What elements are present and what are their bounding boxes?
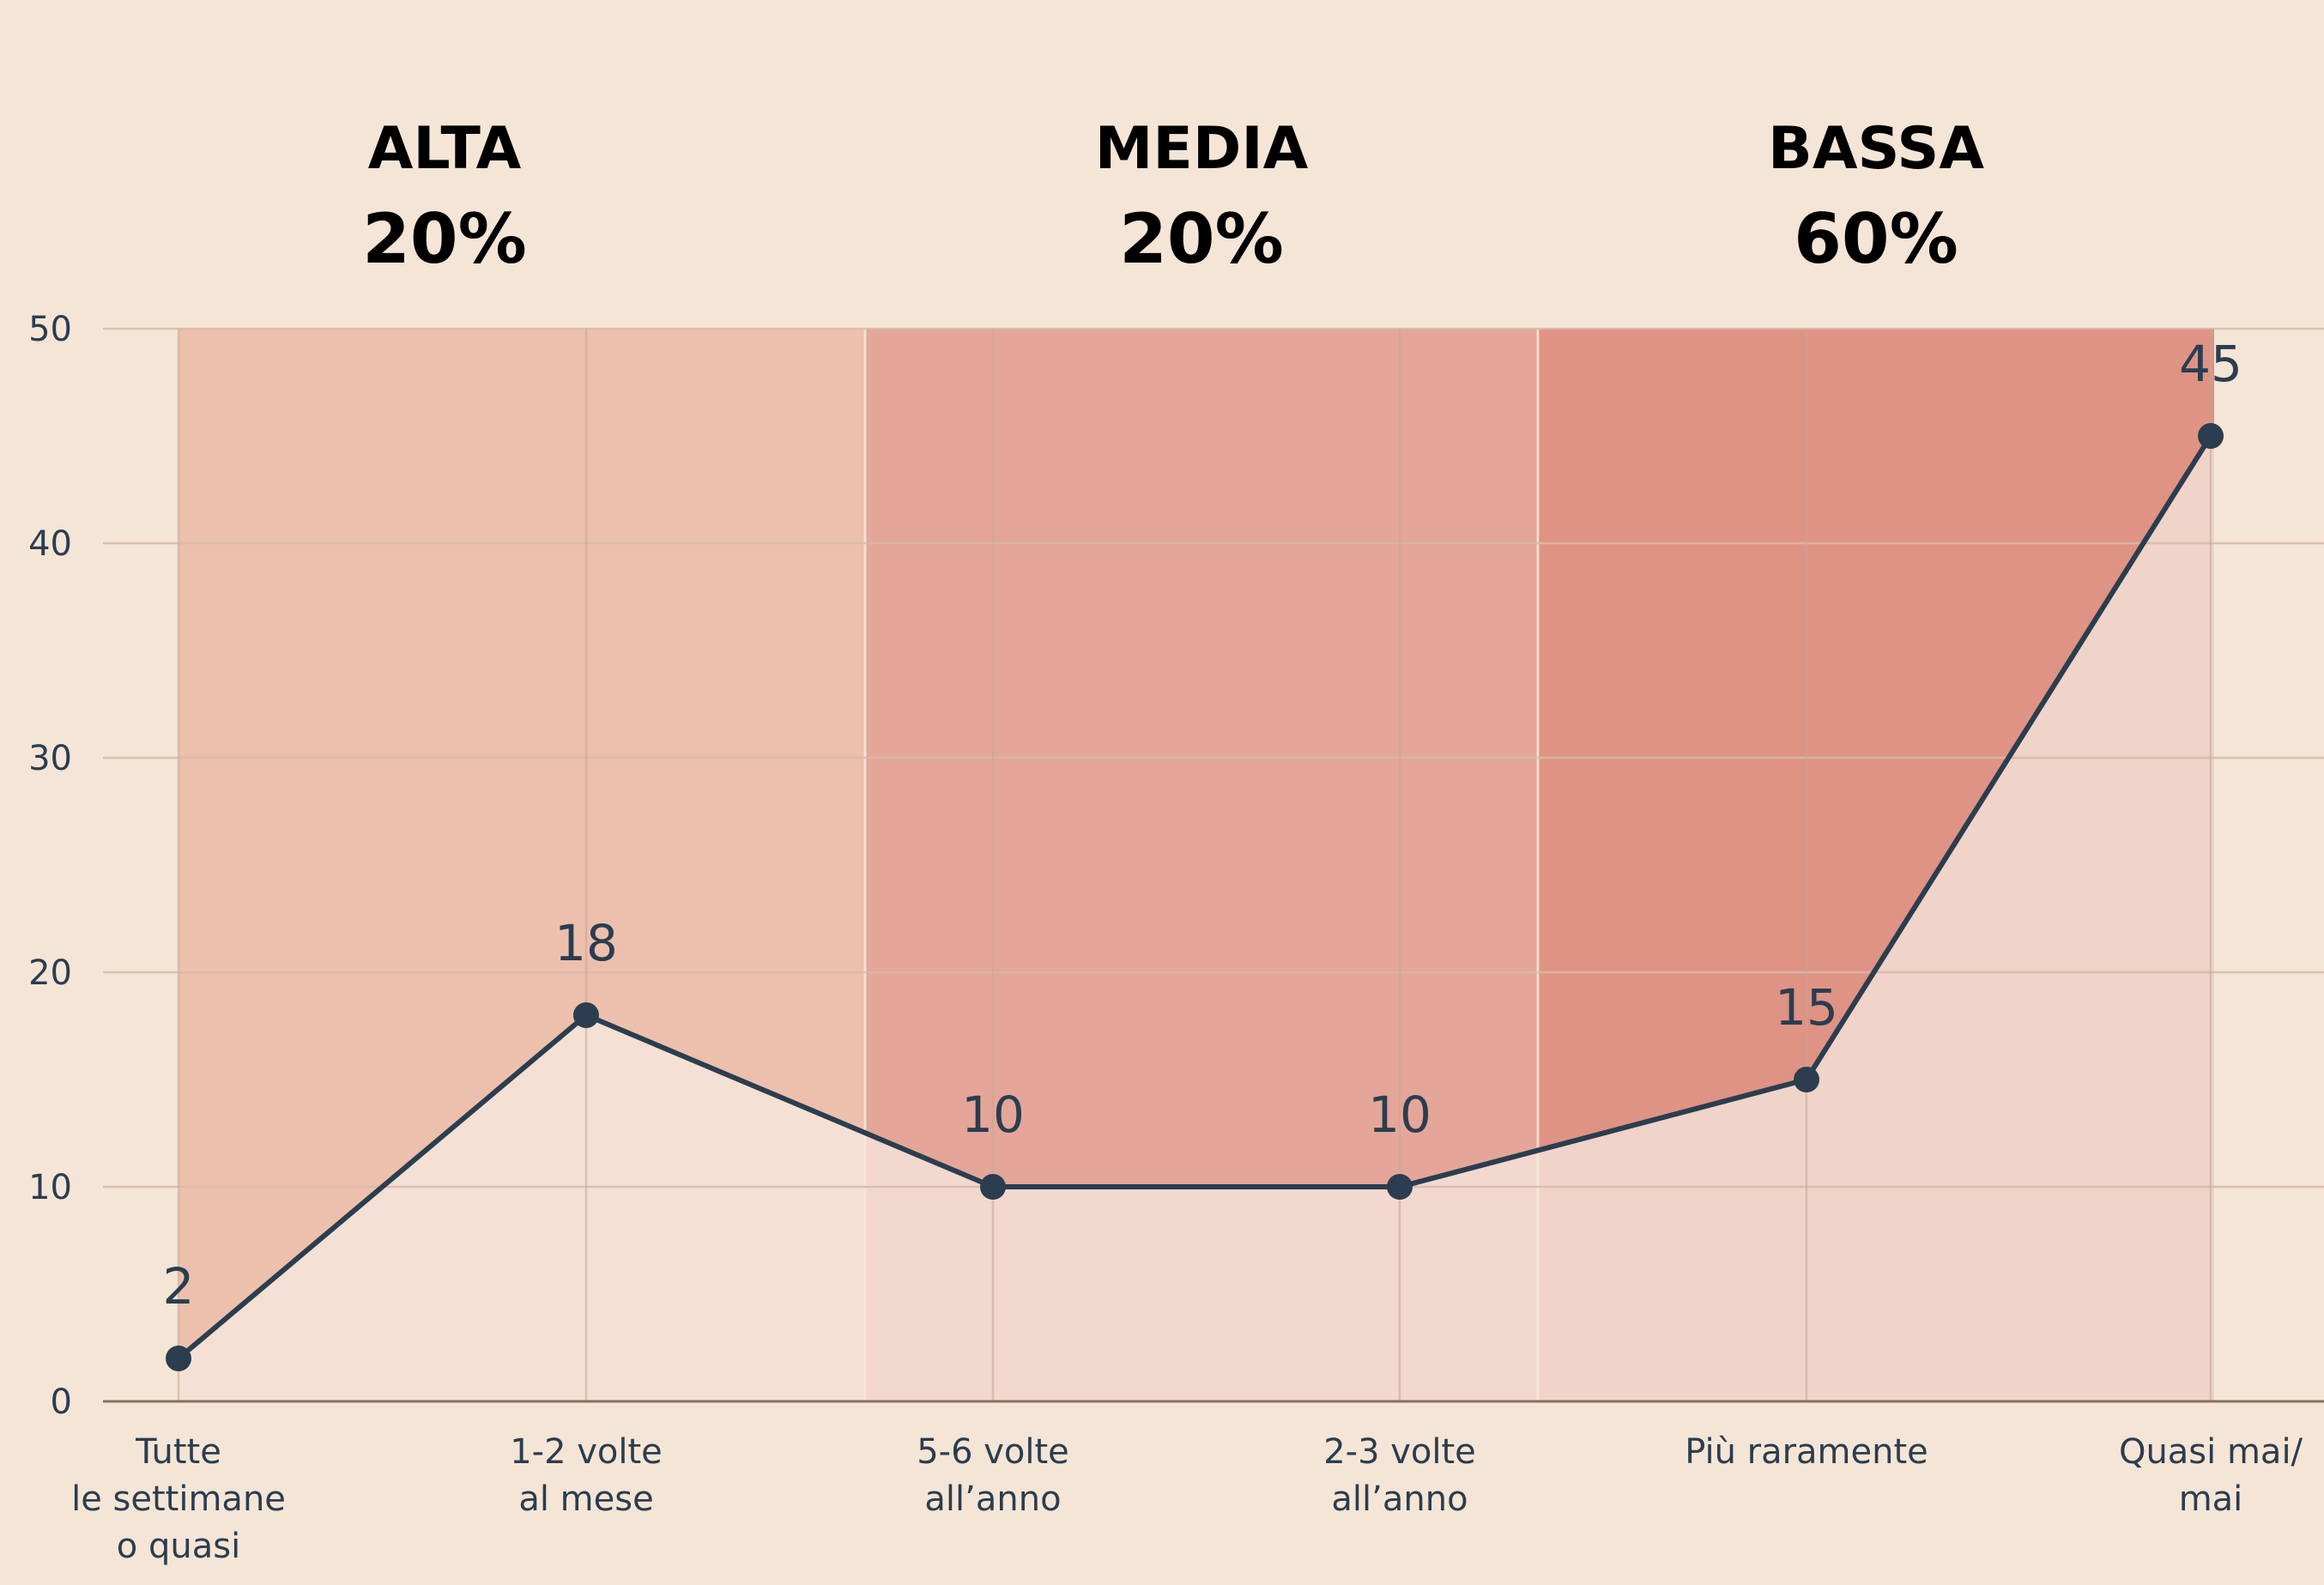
data-label: 10 bbox=[961, 1086, 1025, 1144]
data-point bbox=[166, 1346, 191, 1371]
band-percent-alta: 20% bbox=[362, 199, 526, 279]
y-tick-label: 20 bbox=[28, 953, 72, 993]
data-label: 18 bbox=[554, 914, 618, 972]
x-tick-label: Più raramente bbox=[1685, 1432, 1928, 1472]
band-title-media: MEDIA bbox=[1095, 115, 1309, 183]
area-under-bassa bbox=[1538, 436, 2214, 1401]
series-line bbox=[176, 433, 2213, 1361]
data-labels: 2 18 10 10 15 45 bbox=[163, 335, 2242, 1316]
data-label: 45 bbox=[2179, 335, 2242, 393]
area-under-alta bbox=[179, 1015, 865, 1401]
data-points bbox=[166, 423, 2224, 1371]
x-tick-label: Quasi mai/mai bbox=[2119, 1432, 2303, 1519]
y-tick-label: 0 bbox=[51, 1382, 72, 1422]
x-tick-label: 1-2 volte al mese bbox=[510, 1432, 663, 1519]
x-tick-label: 5-6 volte all’anno bbox=[917, 1432, 1069, 1519]
y-tick-label: 10 bbox=[28, 1168, 72, 1207]
area-under-media bbox=[865, 1133, 1538, 1401]
area-under-line bbox=[179, 436, 2214, 1401]
band-title-alta: ALTA bbox=[368, 115, 522, 183]
band-title-bassa: BASSA bbox=[1768, 115, 1984, 183]
data-point bbox=[2198, 423, 2224, 449]
band-percent-bassa: 60% bbox=[1794, 199, 1958, 279]
x-axis: Tutte le settimane o quasi 1-2 volte al mese… bbox=[71, 1400, 2324, 1566]
data-label: 10 bbox=[1368, 1086, 1431, 1144]
data-point bbox=[1794, 1067, 1819, 1092]
data-label: 15 bbox=[1775, 978, 1838, 1037]
data-point bbox=[1387, 1174, 1413, 1200]
data-point bbox=[573, 1002, 599, 1028]
band-titles: ALTA 20% MEDIA 20% BASSA 60% bbox=[362, 115, 1984, 279]
x-tick-label: Tutte le settimane o quasi bbox=[71, 1432, 286, 1566]
y-axis: 0 10 20 30 40 50 bbox=[28, 310, 72, 1422]
data-point bbox=[980, 1174, 1006, 1200]
y-tick-label: 30 bbox=[28, 739, 72, 778]
y-tick-label: 40 bbox=[28, 524, 72, 564]
x-tick-label: 2-3 volte all’anno bbox=[1323, 1432, 1476, 1519]
data-label: 2 bbox=[163, 1257, 195, 1316]
y-tick-label: 50 bbox=[28, 310, 72, 349]
band-percent-media: 20% bbox=[1119, 199, 1283, 279]
grid-lines bbox=[103, 327, 2324, 1401]
series-line-path bbox=[176, 433, 2213, 1361]
